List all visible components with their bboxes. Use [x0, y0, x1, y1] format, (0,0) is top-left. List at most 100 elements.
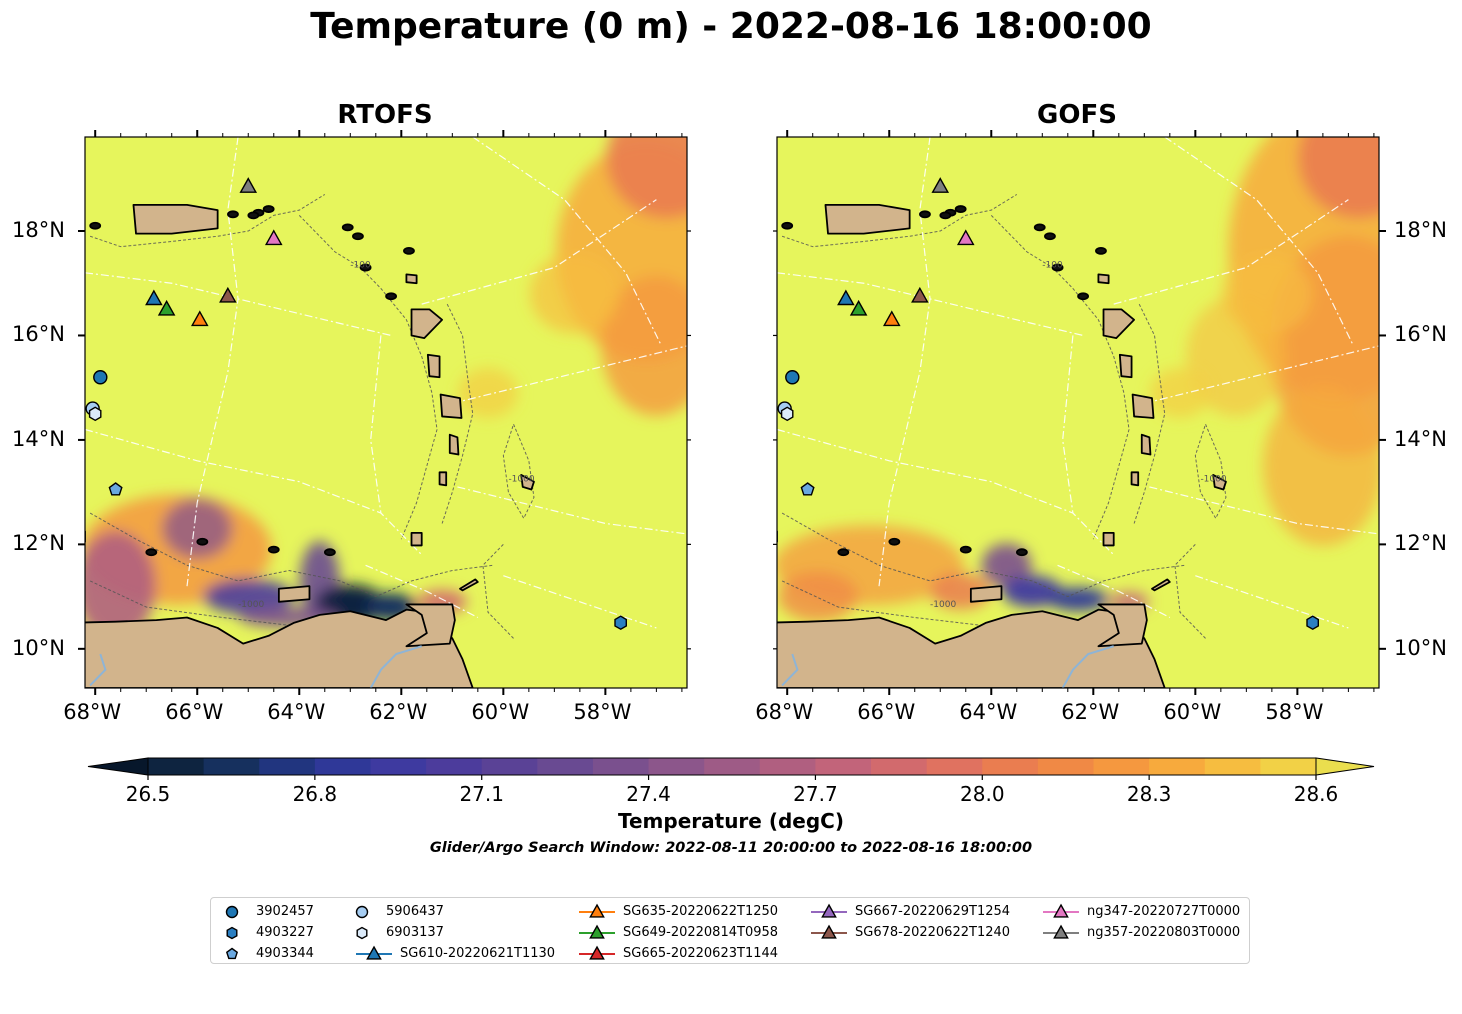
contour-label: -1000 [930, 600, 956, 610]
small-island [1051, 263, 1064, 272]
land-st-vincent [1130, 471, 1140, 487]
warm-region [1298, 137, 1379, 218]
land-dominica [426, 353, 441, 379]
small-island [1095, 246, 1107, 255]
small-island [227, 210, 239, 219]
small-island [919, 210, 931, 219]
marker-SG678-20220622T1240 [911, 286, 929, 303]
map-rtofs: -100 -1000 -1000 [78, 130, 691, 695]
small-island [262, 205, 275, 213]
colorbar-segment [148, 758, 205, 775]
colorbar-segment [314, 758, 371, 775]
lat-tick-label: 18°N [12, 218, 65, 242]
lat-tick-label: 10°N [12, 635, 65, 660]
small-island [247, 211, 260, 220]
land-south-america [85, 608, 474, 688]
map-field-rtofs: -100 -1000 -1000 [85, 137, 687, 688]
colorbar-label: Temperature (degC) [618, 809, 844, 833]
marker-ng357-20220803T0000 [931, 177, 950, 193]
small-island [341, 223, 354, 232]
cold-region [777, 571, 858, 622]
land-tobago [459, 578, 479, 592]
small-island [323, 548, 336, 557]
small-island [954, 205, 967, 213]
legend-label: SG667-20220629T1254 [855, 904, 1011, 919]
cold-region [1048, 587, 1108, 612]
colorbar-segment [259, 758, 316, 775]
lon-tick-label: 62°W [1061, 700, 1120, 724]
rivers [781, 645, 1115, 688]
eez-boundaries [85, 137, 687, 629]
contour-label: -100 [350, 261, 371, 271]
legend-label: SG610-20220621T1130 [400, 946, 556, 961]
land [85, 203, 535, 688]
small-island [267, 545, 280, 554]
small-island [1044, 232, 1056, 241]
colorbar-segment [426, 758, 483, 775]
panel-title-gofs: GOFS [1037, 100, 1117, 130]
colorbar-extend-max [1315, 757, 1375, 776]
lat-tick-label: 14°N [12, 426, 65, 451]
colorbar-segment [1149, 758, 1206, 775]
platform-markers [777, 177, 1319, 631]
cold-region [162, 498, 233, 559]
lat-tick-label: 16°N [12, 322, 65, 347]
colorbar-tick-label: 26.5 [125, 782, 171, 806]
small-island [196, 537, 209, 546]
cold-region [85, 531, 156, 642]
small-island [359, 263, 372, 272]
small-island [145, 548, 158, 557]
colorbar-segment [203, 758, 260, 775]
marker-SG678-20220622T1240 [821, 924, 837, 939]
marker-3902457 [785, 370, 800, 385]
land-dominica [1118, 353, 1133, 379]
legend-label: 4903227 [256, 925, 314, 940]
marker-ng357-20220803T0000 [1053, 924, 1069, 939]
lon-tick-label: 58°W [1265, 700, 1324, 724]
land-st-lucia [1140, 433, 1152, 456]
land-antigua [405, 273, 418, 285]
colorbar-tick-label: 26.8 [292, 782, 338, 806]
land-tobago [1151, 578, 1171, 592]
map-field-gofs: -100 -1000 -1000 [777, 137, 1379, 688]
marker-SG635-20220622T1250 [882, 310, 901, 327]
marker-4903227 [614, 615, 627, 631]
colorbar-segment [648, 758, 705, 775]
legend-label: ng357-20220803T0000 [1087, 925, 1241, 940]
colorbar-segment [759, 758, 816, 775]
warm-region [529, 253, 620, 334]
colorbar-segment [982, 758, 1039, 775]
warm-region [606, 137, 687, 218]
lon-tick-label: 66°W [165, 700, 224, 724]
land-martinique [1131, 393, 1155, 419]
legend-label: ng347-20220727T0000 [1087, 904, 1241, 919]
legend-label: 4903344 [256, 946, 314, 961]
marker-4903344 [225, 947, 239, 960]
marker-3902457 [93, 370, 108, 385]
small-island [1015, 548, 1028, 557]
legend: 3902457 4903227 4903344 5906437 6903137 SG610… [210, 897, 1250, 964]
small-island [89, 221, 102, 230]
marker-4903227 [1306, 615, 1319, 631]
small-island [1077, 292, 1090, 301]
lat-tick-label: 16°N [1394, 322, 1447, 347]
small-island [959, 545, 972, 554]
colorbar-segment [1093, 758, 1150, 775]
map-ticks [773, 130, 1386, 695]
colorbar-segment [592, 758, 650, 775]
small-island [939, 211, 952, 220]
marker-SG678-20220622T1240 [219, 286, 237, 303]
legend-label: SG649-20220814T0958 [623, 925, 779, 940]
small-island [352, 232, 364, 241]
lon-tick-label: 66°W [857, 700, 916, 724]
cold-region [203, 578, 294, 615]
warm-region [601, 275, 687, 416]
colorbar-segment [1260, 758, 1317, 775]
marker-SG649-20220814T0958 [589, 924, 605, 939]
lon-tick-label: 58°W [573, 700, 632, 724]
panel-title-rtofs: RTOFS [337, 100, 433, 130]
land-puerto-rico [132, 203, 219, 235]
lon-tick-label: 64°W [959, 700, 1018, 724]
colorbar-segment [481, 758, 538, 775]
rivers [89, 645, 423, 688]
